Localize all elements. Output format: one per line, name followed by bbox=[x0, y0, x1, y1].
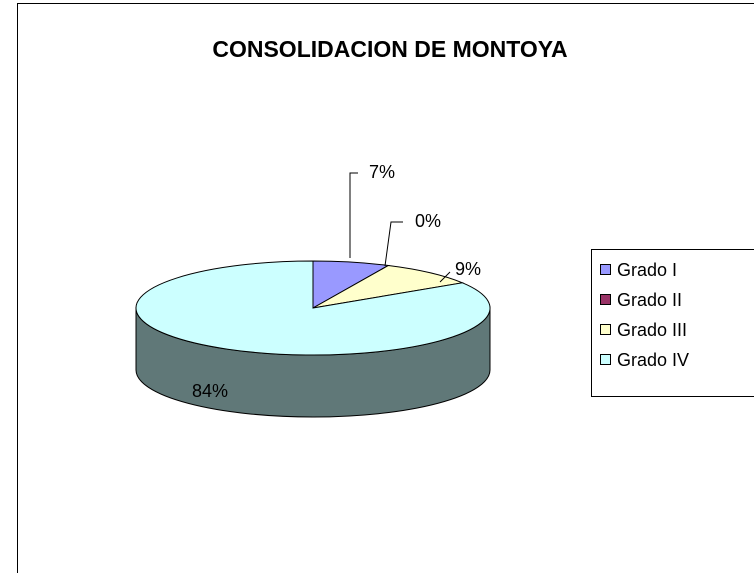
legend-label: Grado III bbox=[617, 320, 687, 340]
pie-slice bbox=[312, 264, 465, 309]
legend-box bbox=[591, 249, 754, 397]
legend-label: Grado II bbox=[617, 290, 682, 310]
leader-line bbox=[384, 221, 403, 267]
leader-line bbox=[349, 172, 358, 258]
legend-swatch bbox=[600, 264, 611, 275]
chart-title: CONSOLIDACION DE MONTOYA bbox=[212, 36, 567, 62]
legend-label: Grado I bbox=[617, 260, 677, 280]
pie-slice bbox=[135, 260, 491, 356]
data-label: 84% bbox=[192, 381, 228, 401]
data-label: 7% bbox=[369, 162, 395, 182]
leader-line bbox=[439, 271, 451, 283]
legend-swatch bbox=[600, 294, 611, 305]
legend-swatch bbox=[600, 324, 611, 335]
legend-label: Grado IV bbox=[617, 350, 689, 370]
data-label: 9% bbox=[455, 259, 481, 279]
legend-swatch bbox=[600, 354, 611, 365]
data-label: 0% bbox=[415, 211, 441, 231]
